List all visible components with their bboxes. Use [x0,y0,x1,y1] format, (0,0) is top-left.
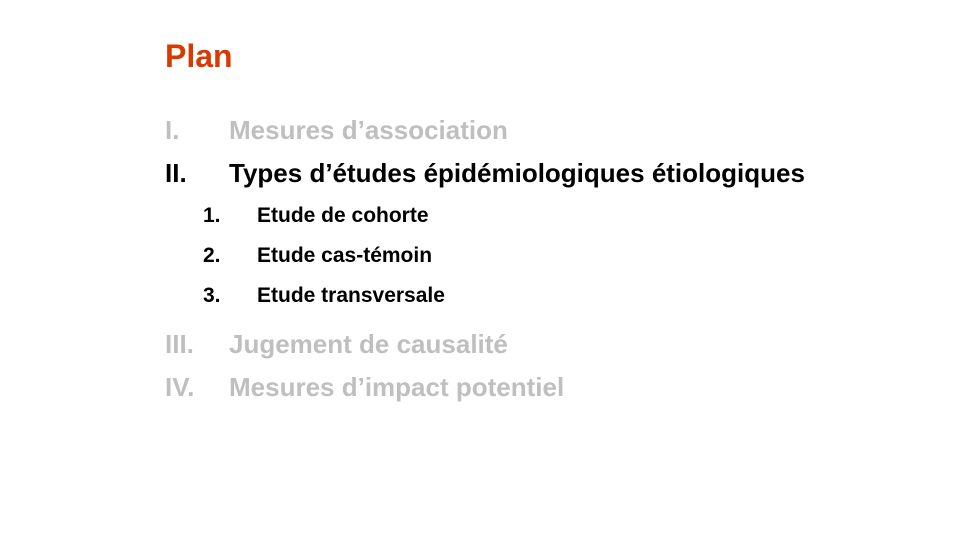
outline-item-label: Mesures d’impact potentiel [229,372,565,402]
outline-item-label: Jugement de causalité [229,329,508,359]
outline-subitem-number: 3. [203,284,221,307]
outline-subitem-number: 1. [203,204,221,227]
outline-item-label: Types d’études épidémiologiques étiologi… [229,158,805,188]
outline-item-1: I. Mesures d’association [165,112,865,149]
outline-item-label: Mesures d’association [229,115,508,145]
outline-item-number: I. [165,115,180,145]
outline-item-number: III. [165,329,194,359]
outline-item-number: II. [165,158,187,188]
outline-subitem-2: 2. Etude cas-témoin [203,236,865,276]
outline-subitem-number: 2. [203,244,221,267]
outline-subitem-3: 3. Etude transversale [203,276,865,316]
outline-item-2: II. Types d’études épidémiologiques étio… [165,155,865,192]
outline-item-number: IV. [165,372,195,402]
outline-subitem-1: 1. Etude de cohorte [203,196,865,236]
outline-subitem-label: Etude transversale [257,284,445,307]
outline-subitem-label: Etude cas-témoin [257,244,433,267]
outline-item-4: IV. Mesures d’impact potentiel [165,369,865,406]
outline-sublist: 1. Etude de cohorte 2. Etude cas-témoin … [203,196,865,316]
outline-list: I. Mesures d’association II. Types d’étu… [165,112,865,406]
outline-item-3: III. Jugement de causalité [165,326,865,363]
slide-title: Plan [165,38,233,74]
outline-subitem-label: Etude de cohorte [257,204,429,227]
